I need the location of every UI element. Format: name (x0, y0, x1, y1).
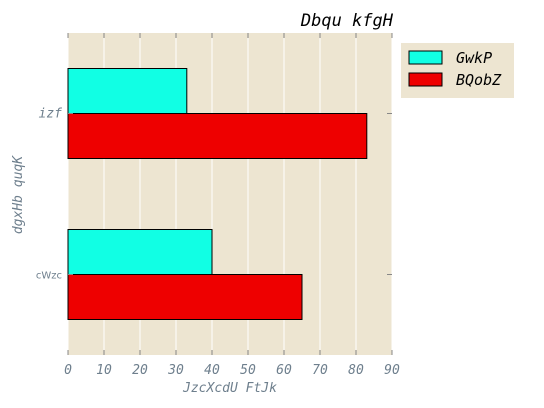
x-tick-label: 40 (204, 363, 220, 378)
x-tick-label: 50 (240, 363, 256, 378)
legend: GwkP BQobZ (401, 43, 514, 98)
legend-label-GwkP: GwkP (456, 49, 492, 67)
x-tick-label: 80 (348, 363, 364, 378)
bar-GwkP-izf (67, 68, 188, 114)
legend-label-BQobZ: BQobZ (456, 71, 502, 89)
legend-swatch-GwkP (408, 50, 443, 65)
x-axis-label: JzcXcdU FtJk (182, 381, 277, 396)
x-tick-label: 90 (384, 363, 400, 378)
x-tick-label: 20 (132, 363, 148, 378)
y-tick-label: izf (39, 107, 63, 122)
y-tick-label: cWzc (36, 271, 62, 282)
legend-swatch-BQobZ (408, 72, 443, 87)
y-axis-label: dgxHb quqK (11, 155, 26, 234)
chart-title: Dbqu kfgH (300, 11, 394, 31)
x-tick-label: 70 (312, 363, 328, 378)
x-tick-label: 10 (96, 363, 112, 378)
bar-BQobZ-cWzc (67, 274, 303, 320)
bar-BQobZ-izf (67, 113, 368, 159)
x-tick-label: 0 (64, 363, 72, 378)
x-tick-label: 30 (167, 363, 184, 378)
x-tick-label: 60 (276, 363, 292, 378)
bar-GwkP-cWzc (67, 229, 213, 275)
